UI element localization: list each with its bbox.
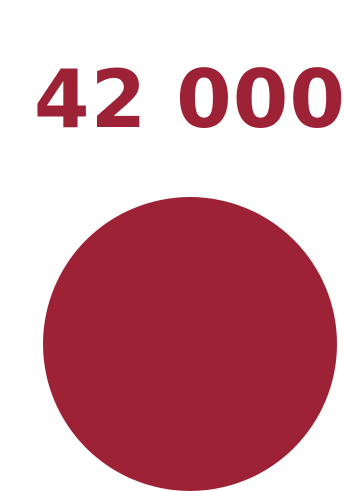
accent-circle xyxy=(43,197,337,491)
headline-number: 42 000 xyxy=(33,53,344,146)
